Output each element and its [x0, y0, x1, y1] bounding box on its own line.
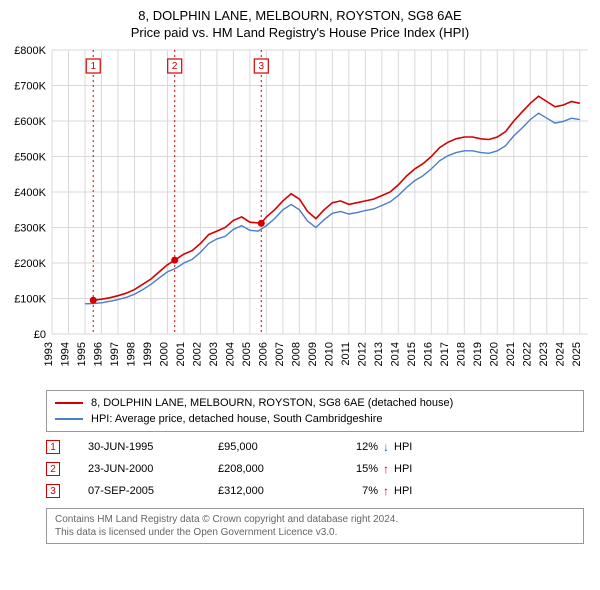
x-tick-label: 2014: [389, 342, 401, 366]
y-tick-label: £400K: [14, 187, 46, 199]
chart-area: £0 £100K £200K £300K £400K £500K £600K £700K £80…: [0, 44, 600, 384]
y-tick-label: £0: [34, 329, 46, 341]
x-tick-label: 2004: [224, 342, 236, 366]
transaction-suffix: HPI: [394, 463, 424, 475]
x-tick-label: 2010: [323, 342, 335, 366]
x-tick-label: 1995: [76, 342, 88, 366]
marker-badge-num: 1: [90, 61, 96, 72]
legend-row: HPI: Average price, detached house, Sout…: [55, 411, 575, 427]
transaction-badge: 1: [46, 440, 60, 454]
x-tick-label: 2019: [472, 342, 484, 366]
x-tick-label: 2020: [488, 342, 500, 366]
x-tick-label: 2016: [422, 342, 434, 366]
y-tick-label: £500K: [14, 152, 46, 164]
x-tick-label: 2023: [538, 342, 550, 366]
x-tick-label: 2008: [290, 342, 302, 366]
footer-line-2: This data is licensed under the Open Gov…: [55, 526, 575, 539]
x-tick-label: 2009: [307, 342, 319, 366]
transaction-price: £208,000: [218, 463, 338, 475]
x-tick-label: 2015: [406, 342, 418, 366]
transaction-row: 2 23-JUN-2000£208,00015%↑HPI: [46, 458, 584, 480]
footer-attribution: Contains HM Land Registry data © Crown c…: [46, 508, 584, 544]
marker-dot: [90, 297, 97, 304]
transaction-date: 07-SEP-2005: [88, 485, 218, 497]
transaction-price: £95,000: [218, 441, 338, 453]
line-chart-svg: £0 £100K £200K £300K £400K £500K £600K £700K £80…: [0, 44, 600, 384]
transaction-suffix: HPI: [394, 485, 424, 497]
x-tick-label: 2006: [257, 342, 269, 366]
x-tick-label: 2018: [455, 342, 467, 366]
legend-label: HPI: Average price, detached house, Sout…: [91, 413, 382, 425]
legend-label: 8, DOLPHIN LANE, MELBOURN, ROYSTON, SG8 …: [91, 397, 453, 409]
title-line-1: 8, DOLPHIN LANE, MELBOURN, ROYSTON, SG8 …: [10, 8, 590, 23]
marker-dot: [258, 220, 265, 227]
x-tick-label: 1997: [109, 342, 121, 366]
x-tick-label: 2003: [208, 342, 220, 366]
x-tick-label: 2001: [175, 342, 187, 366]
y-tick-label: £800K: [14, 45, 46, 57]
x-tick-label: 2025: [571, 342, 583, 366]
arrow-up-icon: ↑: [378, 484, 394, 498]
marker-badge-num: 2: [172, 61, 178, 72]
y-tick-label: £300K: [14, 223, 46, 235]
x-tick-label: 1996: [92, 342, 104, 366]
x-tick-label: 2022: [521, 342, 533, 366]
arrow-up-icon: ↑: [378, 462, 394, 476]
transaction-badge: 3: [46, 484, 60, 498]
legend-swatch: [55, 418, 83, 420]
y-tick-label: £100K: [14, 294, 46, 306]
x-tick-label: 2017: [439, 342, 451, 366]
y-tick-label: £200K: [14, 258, 46, 270]
transaction-pct: 12%: [338, 441, 378, 453]
x-tick-label: 2013: [373, 342, 385, 366]
y-tick-label: £700K: [14, 81, 46, 93]
y-tick-label: £600K: [14, 116, 46, 128]
x-tick-label: 2024: [554, 342, 566, 366]
legend-row: 8, DOLPHIN LANE, MELBOURN, ROYSTON, SG8 …: [55, 395, 575, 411]
marker-dot: [171, 257, 178, 264]
marker-badge-num: 3: [259, 61, 265, 72]
transaction-price: £312,000: [218, 485, 338, 497]
transaction-row: 1 30-JUN-1995£95,00012%↓HPI: [46, 436, 584, 458]
title-line-2: Price paid vs. HM Land Registry's House …: [10, 25, 590, 40]
x-tick-label: 2000: [158, 342, 170, 366]
footer-line-1: Contains HM Land Registry data © Crown c…: [55, 513, 575, 526]
x-tick-label: 1994: [59, 342, 71, 366]
transaction-suffix: HPI: [394, 441, 424, 453]
x-tick-label: 2011: [340, 342, 352, 366]
x-tick-label: 2021: [505, 342, 517, 366]
transaction-table: 130-JUN-1995£95,00012%↓HPI223-JUN-2000£2…: [46, 436, 584, 502]
x-tick-label: 2005: [241, 342, 253, 366]
transaction-date: 23-JUN-2000: [88, 463, 218, 475]
transaction-badge: 2: [46, 462, 60, 476]
legend-swatch: [55, 402, 83, 404]
transaction-row: 3 07-SEP-2005£312,0007%↑HPI: [46, 480, 584, 502]
title-block: 8, DOLPHIN LANE, MELBOURN, ROYSTON, SG8 …: [0, 0, 600, 44]
x-tick-label: 2007: [274, 342, 286, 366]
arrow-down-icon: ↓: [378, 440, 394, 454]
x-tick-label: 2002: [191, 342, 203, 366]
transaction-date: 30-JUN-1995: [88, 441, 218, 453]
x-tick-label: 1993: [43, 342, 55, 366]
chart-container: 8, DOLPHIN LANE, MELBOURN, ROYSTON, SG8 …: [0, 0, 600, 544]
transaction-pct: 7%: [338, 485, 378, 497]
x-tick-label: 2012: [356, 342, 368, 366]
x-tick-label: 1998: [125, 342, 137, 366]
series-price_paid: [93, 96, 580, 300]
transaction-pct: 15%: [338, 463, 378, 475]
x-tick-label: 1999: [142, 342, 154, 366]
legend: 8, DOLPHIN LANE, MELBOURN, ROYSTON, SG8 …: [46, 390, 584, 432]
